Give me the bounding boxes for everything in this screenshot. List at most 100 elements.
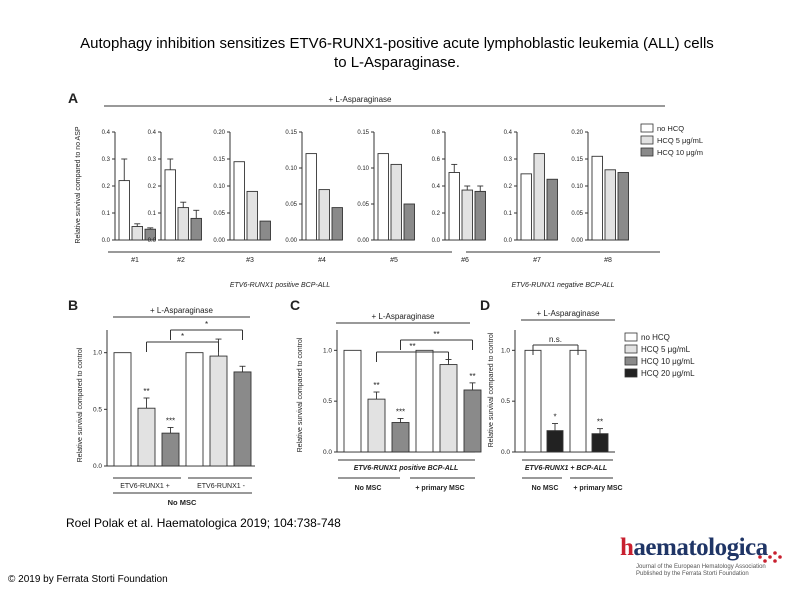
panel-d-bar (569, 349, 587, 453)
logo-h: h (620, 534, 634, 561)
panel-a-group-label: ETV6-RUNX1 positive BCP-ALL (230, 282, 330, 289)
panel-d-group-label: + primary MSC (573, 485, 622, 492)
panel-c-group-label: No MSC (355, 485, 382, 492)
panel-a-subplot-8-tick-label: 0.10 (571, 184, 583, 190)
panel-d-star-label: ** (597, 418, 603, 427)
panel-a-subplot-7-tick-label: 0.2 (504, 184, 513, 190)
panel-a-letter: A (68, 90, 78, 106)
panel-a-legend-swatch (640, 123, 654, 133)
panel-a-subplot-7-bar (546, 178, 558, 241)
panel-d-legend-label: no HCQ (641, 333, 670, 342)
panel-d-bracket-label: n.s. (549, 335, 562, 344)
panel-a-subplot-3-tick-label: 0.15 (213, 157, 225, 163)
panel-b-bracket-2-label: * (205, 320, 208, 329)
panel-b-group-label: ETV6-RUNX1 + (120, 483, 170, 490)
panel-a-subplot-4-tick-label: 0.15 (285, 130, 297, 136)
panel-b-tick-label: 0.0 (93, 463, 102, 470)
panel-a-subplot-3-bar (233, 161, 245, 241)
panel-a-subplot-4-tick-label: 0.05 (285, 202, 297, 208)
copyright: © 2019 by Ferrata Storti Foundation (8, 574, 168, 585)
panel-c-star-label: *** (396, 407, 405, 416)
panel-c-tick-label: 0.5 (323, 398, 332, 405)
panel-a-subplot-2-tick-label: 0.4 (148, 130, 157, 136)
panel-a-subplot-3-tick-label: 0.05 (213, 211, 225, 217)
logo-rest: aematologica (633, 534, 768, 561)
logo-mark-dot (763, 551, 767, 555)
logo-mark-dot (773, 551, 777, 555)
panel-a-ylabel: Relative survival compared to no ASP (75, 126, 82, 243)
panel-c-bar (463, 389, 482, 453)
panel-a-subplot-3-tick-label: 0.20 (213, 130, 225, 136)
panel-a-subplot-6-bar (448, 172, 460, 241)
panel-b-ylabel: Relative survival compared to control (77, 347, 84, 462)
panel-a-subplot-2-bar (177, 207, 189, 241)
panel-a-subplot-label: #2 (177, 257, 185, 264)
panel-d-caption: ETV6-RUNX1 + BCP-ALL (525, 465, 607, 472)
panel-d-header: + L-Asparaginase (537, 309, 600, 318)
panel-a-subplot-6-tick-label: 0.6 (432, 157, 441, 163)
panel-a-subplot-2-tick-label: 0.1 (148, 211, 157, 217)
panel-c-bar (439, 364, 458, 453)
panel-d-legend-label: HCQ 5 μg/mL (641, 345, 691, 354)
logo-subtitle-2: Published by the Ferrata Storti Foundati… (636, 571, 749, 577)
panel-b-star-label: ** (143, 387, 149, 396)
title-line-1: Autophagy inhibition sensitizes ETV6-RUN… (80, 35, 714, 52)
panel-b-header: + L-Asparaginase (150, 306, 213, 315)
panel-a-subplot-6-tick-label: 0.2 (432, 211, 441, 217)
panel-a-subplot-3-bar (259, 220, 271, 241)
panel-a-subplot-label: #8 (604, 257, 612, 264)
logo-mark-dot (778, 555, 782, 559)
panel-d-bar (546, 430, 564, 453)
panel-a-group-label: ETV6-RUNX1 negative BCP-ALL (511, 282, 614, 289)
panel-a-subplot-8-bar (591, 155, 603, 241)
panel-a-subplot-6-bar (474, 190, 486, 241)
panel-a-subplot-7-tick-label: 0.3 (504, 157, 513, 163)
panel-a-legend-label: no HCQ (657, 124, 684, 133)
panel-a-subplot-8-tick-label: 0.15 (571, 157, 583, 163)
panel-a-subplot-1-tick-label: 0.3 (102, 157, 111, 163)
panel-a-subplot-6-tick-label: 0.0 (432, 238, 441, 244)
panel-a-subplot-5-bar (390, 163, 402, 241)
panel-a-subplot-5-bar (403, 203, 415, 241)
panel-a-subplot-1-bar (131, 226, 143, 241)
panel-a-subplot-7-tick-label: 0.4 (504, 130, 513, 136)
panel-a-subplot-8-bar (617, 172, 629, 241)
panel-d-legend-swatch (624, 344, 638, 354)
panel-c-star-label: ** (469, 372, 475, 381)
panel-c-bar (343, 349, 362, 453)
panel-d-tick-label: 0.0 (501, 449, 510, 456)
panel-c-bar (391, 422, 410, 453)
panel-c-bar (367, 398, 386, 453)
panel-a-subplot-5-tick-label: 0.00 (357, 238, 369, 244)
panel-a-subplot-6-tick-label: 0.4 (432, 184, 441, 190)
panel-d-bar (591, 433, 609, 453)
panel-a-legend-label: HCQ 5 μg/mL (657, 136, 703, 145)
panel-a-subplot-1-bar (118, 180, 130, 241)
panel-b-bar (233, 371, 252, 467)
panel-a-subplot-7-tick-label: 0.1 (504, 211, 513, 217)
panel-a-legend-label: HCQ 10 μg/m (657, 148, 703, 157)
panel-d-ylabel: Relative survival compared to control (488, 332, 495, 447)
page-title: Autophagy inhibition sensitizes ETV6-RUN… (20, 34, 774, 72)
logo-mark-dot (768, 555, 772, 559)
panel-a-subplot-2-tick-label: 0.2 (148, 184, 157, 190)
panel-d-group-label: No MSC (532, 485, 559, 492)
panel-a-subplot-label: #3 (246, 257, 254, 264)
panel-a-subplot-label: #6 (461, 257, 469, 264)
panel-c-letter: C (290, 297, 300, 313)
panel-b-bar (137, 407, 156, 467)
panel-d-legend-label: HCQ 10 μg/mL (641, 357, 695, 366)
panel-a-subplot-3-bar (246, 190, 258, 241)
panel-b-star-label: *** (166, 416, 175, 425)
panel-b-footer: No MSC (168, 498, 197, 507)
panel-c-tick-label: 1.0 (323, 347, 332, 354)
panel-b-bracket-1-label: * (181, 332, 184, 341)
panel-a-subplot-3-tick-label: 0.00 (213, 238, 225, 244)
panel-a-subplot-2-tick-label: 0.3 (148, 157, 157, 163)
panel-d-legend-swatch (624, 368, 638, 378)
panel-a-subplot-5-tick-label: 0.05 (357, 202, 369, 208)
panel-c-ylabel: Relative survival compared to control (297, 337, 304, 452)
panel-a-legend-swatch (640, 147, 654, 157)
panel-a-subplot-4-bar (305, 153, 317, 241)
panel-d-star-label: * (553, 413, 556, 422)
